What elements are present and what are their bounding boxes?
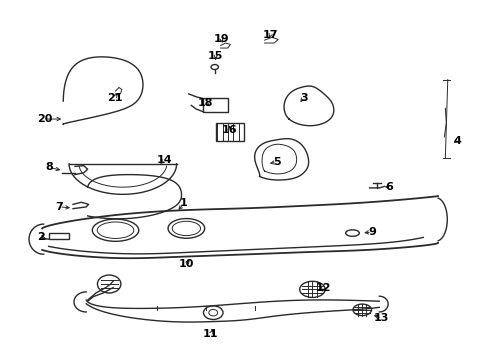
Text: 2: 2 [37,232,45,242]
Text: 8: 8 [46,162,53,172]
Text: 1: 1 [180,198,188,208]
Text: 7: 7 [55,202,63,212]
Text: 10: 10 [179,259,194,269]
Text: 16: 16 [221,125,237,135]
Text: 14: 14 [157,155,172,165]
Text: 11: 11 [203,329,219,339]
Bar [203,98,228,112]
Text: 13: 13 [374,313,390,323]
Text: 20: 20 [37,114,52,124]
Text: 19: 19 [214,35,229,44]
Text: 18: 18 [198,98,214,108]
Text: 4: 4 [454,136,462,145]
Text: 21: 21 [107,93,122,103]
Text: 5: 5 [273,157,281,167]
Text: 17: 17 [263,30,278,40]
Text: 15: 15 [208,51,223,61]
Text: 12: 12 [316,283,331,293]
Text: 3: 3 [300,93,307,103]
Text: 6: 6 [385,182,393,192]
Bar [216,123,244,140]
Text: 9: 9 [368,227,376,237]
